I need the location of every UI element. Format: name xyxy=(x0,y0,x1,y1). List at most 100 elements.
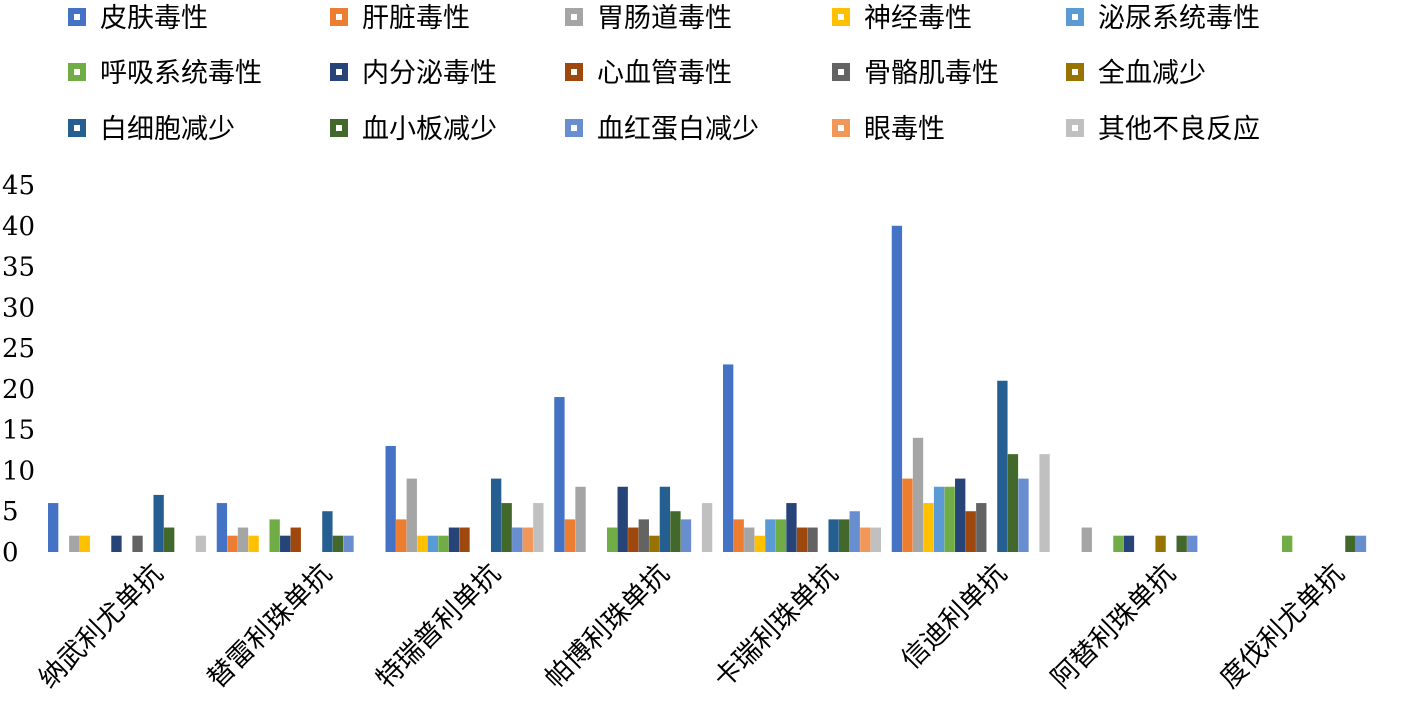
bar xyxy=(638,519,649,552)
bar xyxy=(965,511,976,552)
bar xyxy=(448,527,460,552)
bar xyxy=(796,527,808,552)
legend-item: 心血管毒性 xyxy=(565,58,732,89)
bar xyxy=(512,527,523,552)
bar xyxy=(828,519,839,552)
legend-label: 肝脏毒性 xyxy=(362,3,470,34)
bar xyxy=(891,225,903,552)
x-tick-label: 阿替利珠单抗 xyxy=(1045,558,1181,694)
bar xyxy=(955,478,966,552)
bar xyxy=(438,535,449,552)
bar xyxy=(860,527,871,552)
bar xyxy=(1155,535,1166,552)
legend-label: 心血管毒性 xyxy=(597,58,732,89)
bar xyxy=(870,527,881,552)
y-tick-label: 45 xyxy=(2,171,35,201)
bar xyxy=(944,486,955,552)
bars-area xyxy=(48,225,1367,552)
bar xyxy=(670,511,681,552)
y-tick-label: 35 xyxy=(2,253,35,283)
legend-item: 泌尿系统毒性 xyxy=(1066,3,1260,34)
x-tick-label: 度伐利尤单抗 xyxy=(1214,558,1350,694)
bar xyxy=(280,535,291,552)
legend-swatch-center xyxy=(336,125,342,131)
legend-swatch-center xyxy=(1072,125,1078,131)
bar xyxy=(132,535,143,552)
legend-swatch-center xyxy=(74,14,80,20)
bar xyxy=(765,519,776,552)
legend-swatch-center xyxy=(336,69,342,75)
y-tick-label: 5 xyxy=(2,497,19,527)
bar xyxy=(396,519,407,552)
legend-label: 骨骼肌毒性 xyxy=(864,58,999,89)
bar xyxy=(1113,535,1124,552)
bar xyxy=(322,511,333,552)
bar xyxy=(744,527,755,552)
bar xyxy=(649,535,660,552)
bar xyxy=(997,380,1008,552)
y-tick-label: 10 xyxy=(2,456,35,486)
bar xyxy=(164,527,175,552)
y-tick-label: 40 xyxy=(2,212,35,242)
legend-label: 胃肠道毒性 xyxy=(597,3,732,34)
bar xyxy=(575,486,586,552)
bar xyxy=(923,503,934,552)
bar xyxy=(564,519,576,552)
bar xyxy=(786,503,797,552)
y-tick-label: 0 xyxy=(2,538,19,568)
legend-swatch-center xyxy=(838,14,844,20)
bar xyxy=(680,519,692,552)
bar xyxy=(1176,535,1187,552)
legend-item: 眼毒性 xyxy=(832,114,945,145)
legend-label: 神经毒性 xyxy=(864,3,972,34)
legend-swatch-center xyxy=(74,125,80,131)
legend-item: 肝脏毒性 xyxy=(330,3,470,34)
legend-label: 白细胞减少 xyxy=(100,114,235,145)
bar xyxy=(849,511,860,552)
legend-item: 全血减少 xyxy=(1066,58,1206,89)
bar xyxy=(754,535,765,552)
y-axis: 0 5 10 15 20 25 30 35 40 45 xyxy=(2,171,35,568)
x-tick-label: 帕博利珠单抗 xyxy=(539,558,675,694)
bar xyxy=(912,437,924,552)
legend-item: 骨骼肌毒性 xyxy=(832,58,999,89)
bar xyxy=(617,486,628,552)
legend-item: 皮肤毒性 xyxy=(68,3,208,34)
bar xyxy=(490,478,502,552)
bar xyxy=(1018,478,1029,552)
bar xyxy=(733,519,744,552)
x-tick-label: 替雷利珠单抗 xyxy=(202,558,338,694)
legend-label: 血红蛋白减少 xyxy=(597,114,759,145)
legend-item: 白细胞减少 xyxy=(68,114,235,145)
bar xyxy=(1039,454,1050,552)
legend-label: 全血减少 xyxy=(1098,58,1206,89)
legend-item: 呼吸系统毒性 xyxy=(68,58,262,89)
legend-swatch-center xyxy=(336,14,342,20)
bar xyxy=(195,535,206,552)
x-tick-label: 纳武利尤单抗 xyxy=(33,558,169,694)
bar xyxy=(290,527,301,552)
bar xyxy=(227,535,238,552)
legend-label: 血小板减少 xyxy=(362,114,497,145)
y-tick-label: 25 xyxy=(2,334,35,364)
legend-swatch-center xyxy=(571,125,577,131)
bar xyxy=(406,478,417,552)
bar xyxy=(606,527,618,552)
legend-label: 眼毒性 xyxy=(864,114,945,145)
bar xyxy=(1281,535,1293,552)
bar xyxy=(332,535,344,552)
x-tick-label: 信迪利单抗 xyxy=(896,558,1013,675)
legend-swatch-center xyxy=(74,69,80,75)
bar xyxy=(459,527,470,552)
bar xyxy=(111,535,122,552)
bar xyxy=(1007,454,1019,552)
bar xyxy=(1187,535,1198,552)
bar xyxy=(427,535,439,552)
legend-item: 胃肠道毒性 xyxy=(565,3,732,34)
bar xyxy=(216,503,228,552)
legend-swatch-center xyxy=(838,125,844,131)
bar xyxy=(1355,535,1367,552)
bar xyxy=(385,445,396,552)
bar xyxy=(554,397,565,552)
